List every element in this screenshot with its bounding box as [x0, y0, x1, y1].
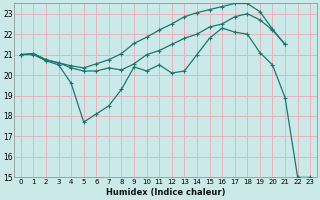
X-axis label: Humidex (Indice chaleur): Humidex (Indice chaleur)	[106, 188, 225, 197]
